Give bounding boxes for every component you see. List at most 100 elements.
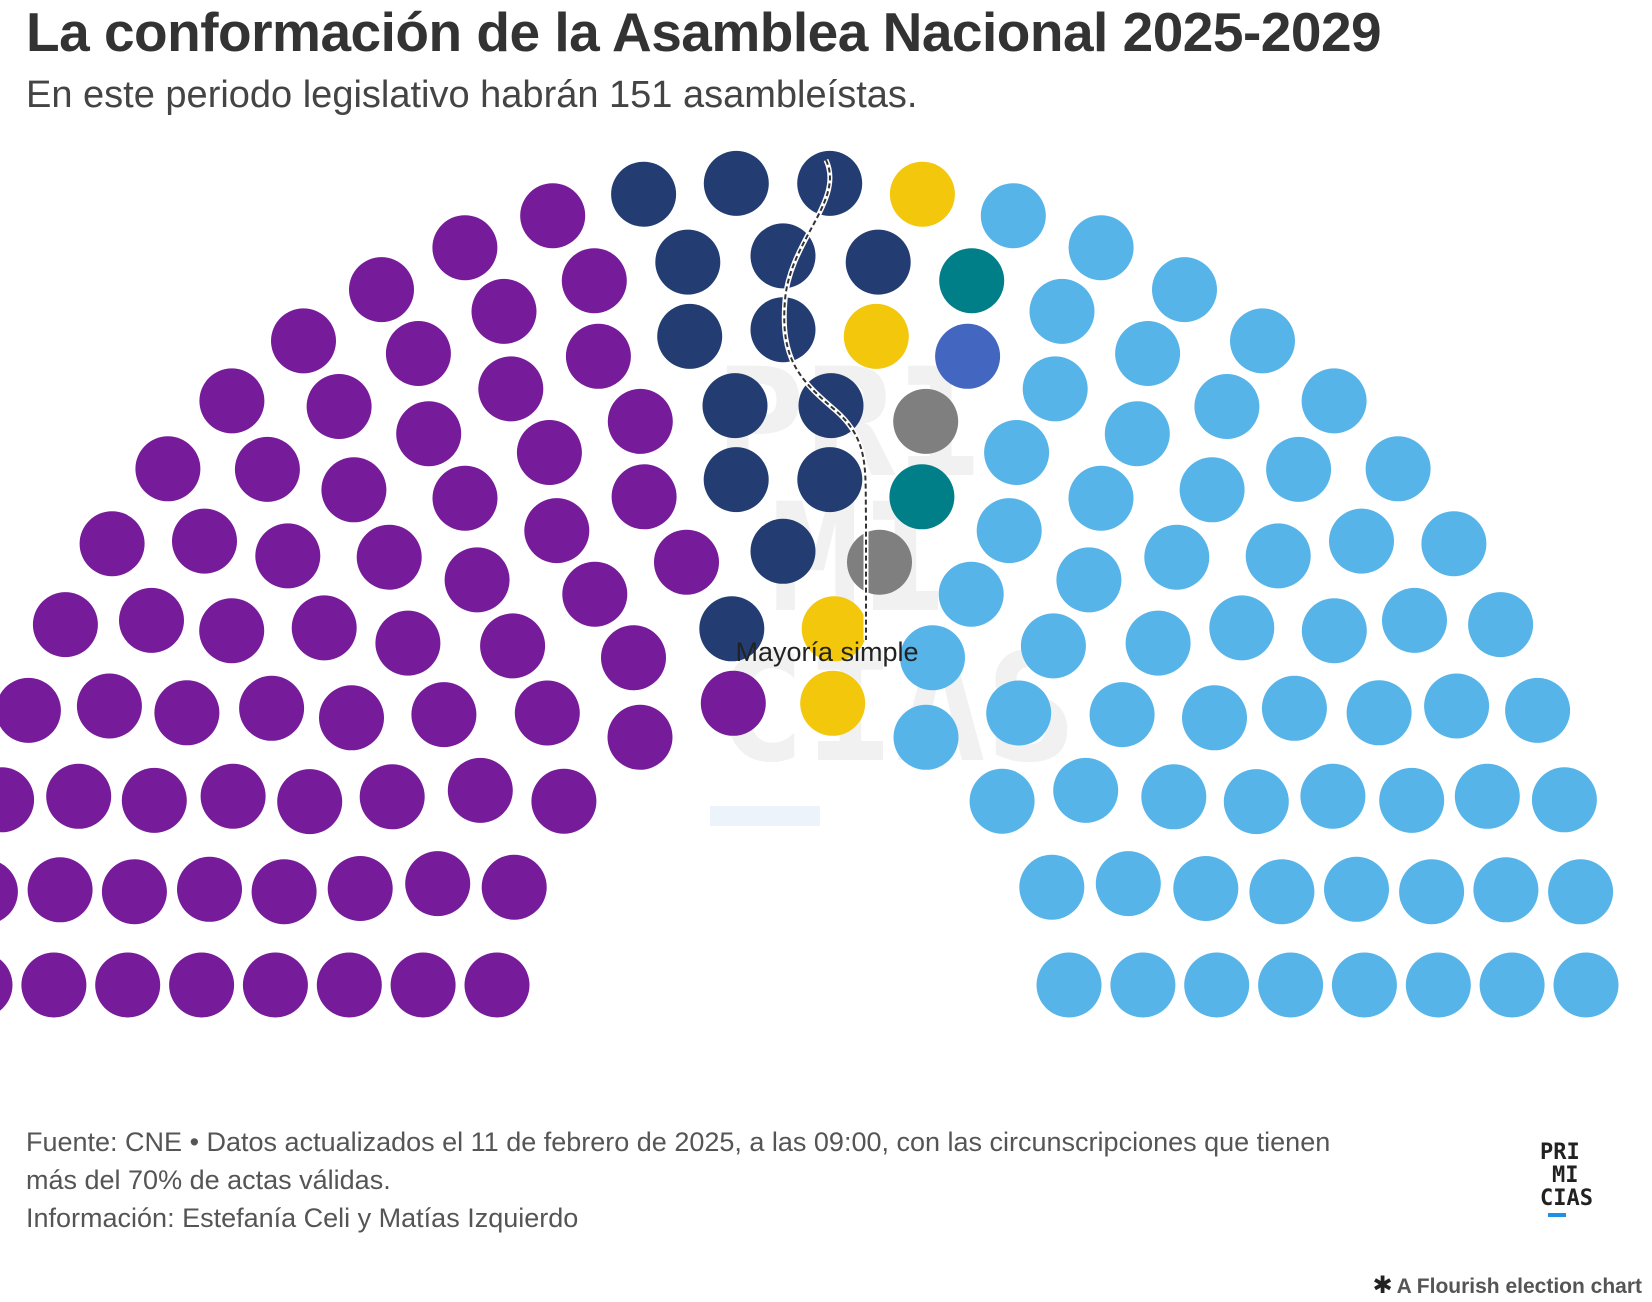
seat [1019,854,1085,920]
seat [843,303,909,369]
flourish-credit[interactable]: ✱ A Flourish election chart [1372,1271,1642,1300]
seat [1261,675,1327,741]
logo-line-3: CIAS [1540,1186,1593,1211]
seat [1531,767,1597,833]
seat [531,768,597,834]
seat [938,561,1004,627]
seat [655,229,721,295]
seat [390,952,456,1018]
seat [801,596,867,662]
seat [101,859,167,925]
seat [79,511,145,577]
seat [135,436,201,502]
seat [471,278,537,344]
seat [750,223,816,289]
seat [654,529,719,595]
seat [1152,257,1217,323]
seat [561,248,627,314]
watermark-bar [710,806,820,826]
seat [405,851,471,917]
chart-title: La conformación de la Asamblea Nacional … [26,1,1382,63]
seat [889,464,955,530]
seat [1424,673,1490,739]
seat [750,518,816,584]
seat [562,561,628,627]
seat [447,757,513,823]
seat [1022,356,1088,422]
seat [385,321,451,386]
seat [95,952,161,1018]
seat [1115,321,1181,386]
seat [319,685,384,751]
seat [154,680,220,746]
seat [1468,592,1534,658]
seat [1473,857,1539,923]
seat [0,677,61,743]
seat [239,675,305,741]
seat [1089,682,1155,748]
flourish-star-icon: ✱ [1372,1272,1393,1299]
seat [1179,457,1245,523]
seat [611,161,677,227]
seat [1382,587,1447,653]
seat [480,613,546,679]
seat [1258,952,1324,1018]
seat [119,587,184,653]
seat [121,767,187,833]
seat [699,596,765,662]
seat [1365,436,1431,502]
seat [359,764,425,830]
seat [46,763,112,829]
seat [291,595,357,661]
seat [349,257,414,323]
seat [1104,401,1170,467]
seat [800,670,866,736]
seat [200,763,266,829]
seat [1245,523,1311,589]
seat [702,373,768,439]
seat [797,447,863,513]
seat [0,862,18,921]
seat [1095,851,1161,917]
seat [478,356,544,422]
seat [316,952,382,1018]
seat [980,183,1046,249]
seat [356,524,422,590]
seats-group [0,150,1619,1018]
seat [1266,436,1332,502]
seat [327,856,393,921]
seat [845,229,911,295]
seat [1230,308,1295,374]
credits-line: Información: Estefanía Celi y Matías Izq… [26,1203,579,1233]
seat [893,388,959,454]
seat [32,592,98,658]
flourish-credit-text: A Flourish election chart [1396,1275,1642,1298]
seat [1454,763,1520,829]
seat [1182,685,1247,751]
source-line-1: Fuente: CNE • Datos actualizados el 11 d… [26,1127,1331,1157]
seat [199,368,265,434]
seat [514,680,580,746]
seat [1068,465,1134,531]
seat [1329,508,1394,574]
seat [520,183,586,249]
seat [984,420,1050,485]
seat [703,150,769,216]
seat [1029,278,1095,344]
seat [242,952,308,1018]
seat [1053,757,1119,823]
seat [411,682,477,748]
seat [889,161,955,227]
seat [1020,613,1086,679]
seat [976,498,1042,564]
seat [1346,680,1412,746]
seat [169,952,235,1018]
seat [432,465,498,531]
seat [1194,374,1260,439]
seat [481,854,547,920]
seat [1548,859,1614,925]
seat [1141,764,1207,830]
seat [1379,767,1445,833]
seat [1184,952,1250,1018]
seat [1056,547,1122,613]
